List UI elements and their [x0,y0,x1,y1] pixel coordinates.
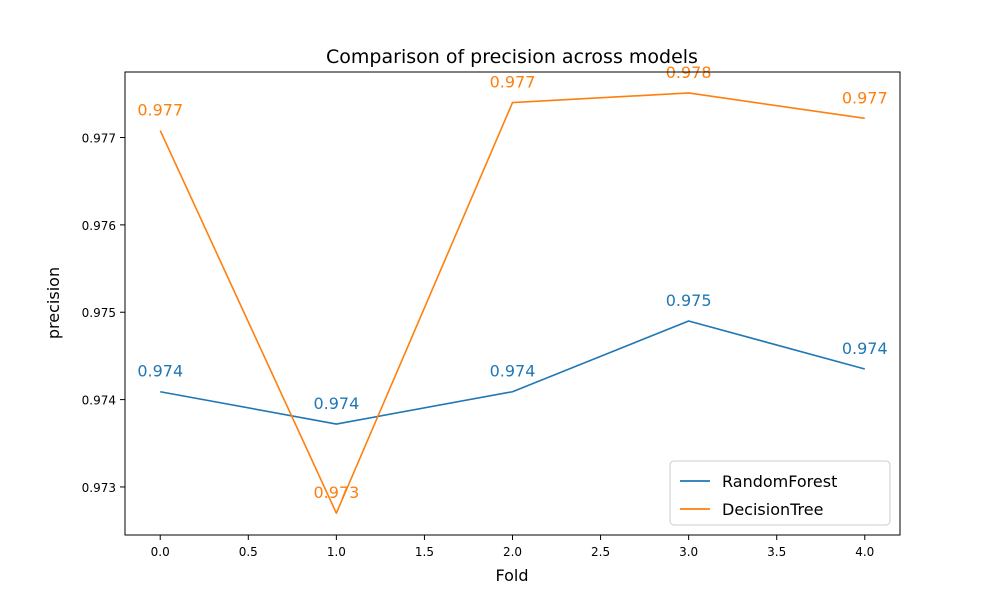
data-label: 0.977 [137,101,183,120]
y-axis-label: precision [44,267,63,339]
x-tick-label: 1.5 [415,545,434,559]
y-tick-label: 0.977 [82,132,116,146]
data-label: 0.977 [842,88,888,107]
legend-label-decisiontree: DecisionTree [722,500,823,519]
y-tick-label: 0.974 [82,394,116,408]
legend-box [669,460,891,526]
x-tick-label: 1.0 [327,545,346,559]
x-tick-label: 3.5 [767,545,786,559]
x-tick-label: 0.0 [151,545,170,559]
y-tick-label: 0.976 [82,219,116,233]
data-label: 0.974 [842,339,888,358]
chart-title: Comparison of precision across models [326,46,698,68]
data-label: 0.975 [666,291,712,310]
x-tick-label: 4.0 [855,545,874,559]
y-tick-label: 0.973 [82,481,116,495]
series-line-decisiontree [159,92,865,514]
y-tick-label: 0.975 [82,306,116,320]
data-label: 0.973 [313,483,359,502]
data-label: 0.974 [137,362,183,381]
x-axis-label: Fold [495,566,528,585]
data-label: 0.977 [490,73,536,92]
legend-label-randomforest: RandomForest [722,472,837,491]
data-label: 0.974 [490,362,536,381]
x-tick-label: 0.5 [239,545,258,559]
series-line-randomforest [160,320,865,425]
x-tick-label: 2.0 [503,545,522,559]
data-label: 0.974 [313,394,359,413]
x-tick-label: 2.5 [591,545,610,559]
plot-layer: 0.974 0.974 0.974 0.975 0.974 0.977 0.973 0.977… [82,63,901,559]
x-tick-label: 3.0 [679,545,698,559]
